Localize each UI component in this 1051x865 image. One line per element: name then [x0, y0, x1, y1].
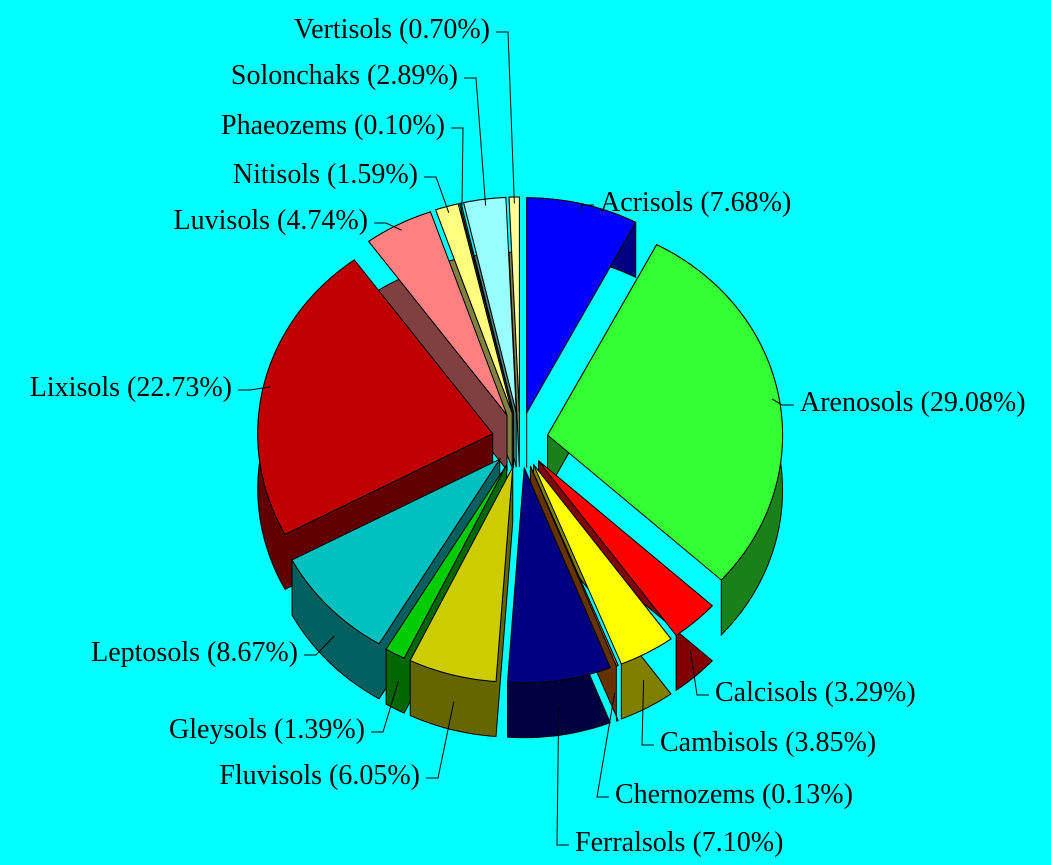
label-value: (0.13%): [762, 779, 853, 810]
leader-line: [238, 386, 271, 391]
label-name: Vertisols: [294, 14, 392, 45]
label-value: (22.73%): [127, 372, 232, 403]
slice: [459, 202, 515, 413]
leader-line: [641, 680, 654, 746]
data-label: Calcisols (3.29%): [715, 677, 916, 708]
label-value: (7.68%): [700, 187, 791, 218]
data-label: Vertisols (0.70%): [294, 14, 490, 45]
label-value: (1.39%): [274, 714, 365, 745]
leader-line: [689, 649, 709, 696]
data-label: Ferralsols (7.10%): [575, 827, 783, 858]
label-value: (0.10%): [354, 110, 445, 141]
slice: [291, 458, 502, 645]
data-label: Chernozems (0.13%): [615, 779, 853, 810]
label-name: Chernozems: [615, 779, 755, 810]
data-label: Luvisols (4.74%): [174, 205, 368, 236]
slice: [409, 466, 514, 683]
data-label: Cambisols (3.85%): [660, 727, 876, 758]
leader-line: [426, 701, 455, 779]
data-label: Nitisols (1.59%): [233, 159, 418, 190]
leader-line: [464, 77, 487, 206]
slice: [529, 465, 619, 667]
data-label: Acrisols (7.68%): [600, 187, 791, 218]
slice: [546, 244, 784, 581]
label-name: Phaeozems: [221, 110, 347, 141]
leader-line: [451, 127, 464, 210]
slice: [526, 197, 637, 415]
slice: [506, 467, 611, 684]
label-name: Cambisols: [660, 727, 778, 758]
label-name: Calcisols: [715, 677, 818, 708]
label-name: Luvisols: [174, 205, 270, 236]
label-name: Acrisols: [600, 187, 693, 218]
label-value: (0.70%): [399, 14, 490, 45]
label-name: Fluvisols: [219, 760, 322, 791]
slice: [533, 464, 672, 665]
leader-line: [580, 204, 594, 211]
slice: [385, 464, 508, 659]
data-label: Lixisols (22.73%): [30, 372, 232, 403]
label-value: (3.85%): [785, 727, 876, 758]
label-value: (3.29%): [825, 677, 916, 708]
label-value: (29.08%): [921, 387, 1026, 418]
data-label: Leptosols (8.67%): [91, 637, 298, 668]
label-value: (1.59%): [327, 159, 418, 190]
leader-line: [371, 680, 399, 733]
label-name: Ferralsols: [575, 827, 685, 858]
slice: [257, 259, 494, 535]
label-value: (8.67%): [207, 637, 298, 668]
label-value: (7.10%): [692, 827, 783, 858]
label-value: (4.74%): [277, 205, 368, 236]
data-label: Gleysols (1.39%): [169, 714, 365, 745]
leader-line: [496, 31, 515, 204]
label-name: Nitisols: [233, 159, 320, 190]
leader-line: [304, 635, 335, 656]
slice: [538, 460, 714, 636]
data-label: Solonchaks (2.89%): [231, 60, 458, 91]
label-name: Arenosols: [800, 387, 914, 418]
label-name: Lixisols: [30, 372, 120, 403]
label-name: Gleysols: [169, 714, 267, 745]
leader-line: [374, 222, 402, 231]
label-value: (2.89%): [367, 60, 458, 91]
leader-line: [556, 706, 569, 846]
leader-line: [424, 176, 450, 213]
data-label: Phaeozems (0.10%): [221, 110, 445, 141]
data-label: Fluvisols (6.05%): [219, 760, 420, 791]
label-name: Solonchaks: [231, 60, 360, 91]
leader-line: [771, 398, 794, 406]
leader-line: [596, 692, 616, 798]
label-name: Leptosols: [91, 637, 200, 668]
data-label: Arenosols (29.08%): [800, 387, 1026, 418]
label-value: (6.05%): [329, 760, 420, 791]
slice: [367, 211, 508, 416]
